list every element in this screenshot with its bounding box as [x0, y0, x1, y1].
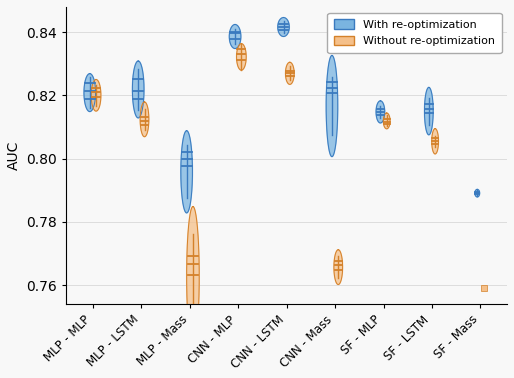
Polygon shape [187, 207, 199, 346]
Polygon shape [326, 56, 338, 156]
Polygon shape [432, 129, 438, 154]
Polygon shape [278, 17, 289, 37]
Polygon shape [91, 79, 101, 111]
Polygon shape [236, 43, 246, 70]
Polygon shape [425, 87, 433, 135]
Polygon shape [133, 61, 144, 118]
Legend: With re-optimization, Without re-optimization: With re-optimization, Without re-optimiz… [327, 12, 502, 53]
Polygon shape [285, 62, 294, 84]
Polygon shape [140, 102, 149, 137]
Polygon shape [84, 74, 96, 112]
Polygon shape [376, 101, 385, 123]
Polygon shape [229, 25, 241, 48]
Polygon shape [475, 189, 480, 197]
Y-axis label: AUC: AUC [7, 141, 21, 170]
Polygon shape [383, 113, 390, 129]
Polygon shape [181, 131, 192, 213]
Polygon shape [334, 250, 343, 285]
